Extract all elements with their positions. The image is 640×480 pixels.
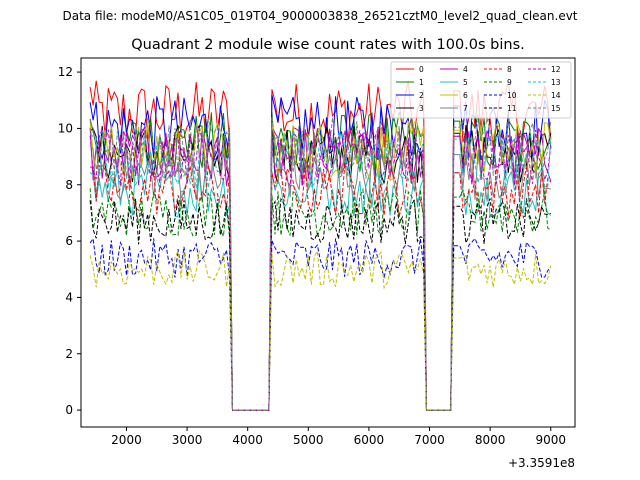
y-axis: 0 2 4 6 8 10 12: [58, 65, 81, 417]
series-line-10: [89, 237, 552, 411]
legend-label-4: 4: [463, 65, 468, 74]
chart-title: Quadrant 2 module wise count rates with …: [131, 37, 525, 53]
x-tick-label: 2000: [111, 433, 142, 447]
x-tick-label: 5000: [293, 433, 324, 447]
legend-label-14: 14: [551, 91, 561, 100]
legend-label-1: 1: [419, 78, 424, 87]
figure-suptitle: Data file: modeM0/AS1C05_019T04_90000038…: [62, 9, 577, 23]
legend-label-8: 8: [507, 65, 512, 74]
legend-label-2: 2: [419, 91, 424, 100]
y-tick-label: 4: [65, 290, 73, 304]
plot-area: [89, 80, 552, 411]
y-tick-label: 2: [65, 347, 73, 361]
legend-box: [390, 61, 572, 119]
y-tick-label: 8: [65, 178, 73, 192]
x-axis-offset-label: +3.3591e8: [508, 456, 575, 470]
legend-label-6: 6: [463, 91, 468, 100]
series-line-9: [89, 187, 552, 411]
series-line-11: [89, 197, 551, 411]
legend-label-5: 5: [463, 78, 468, 87]
legend-label-3: 3: [419, 104, 424, 113]
x-tick-label: 6000: [354, 433, 385, 447]
legend-label-13: 13: [551, 78, 561, 87]
x-tick-label: 4000: [232, 433, 263, 447]
series-line-15: [89, 116, 552, 411]
x-tick-label: 3000: [172, 433, 203, 447]
legend-label-10: 10: [507, 91, 517, 100]
x-axis: 2000 3000 4000 5000 6000 7000 8000 9000: [111, 427, 566, 447]
x-tick-label: 8000: [475, 433, 506, 447]
y-tick-label: 0: [65, 403, 73, 417]
legend-label-12: 12: [551, 65, 561, 74]
series-line-7: [89, 145, 551, 411]
legend-label-9: 9: [507, 78, 512, 87]
y-tick-label: 10: [58, 121, 73, 135]
y-tick-label: 6: [65, 234, 73, 248]
axes-frame: [80, 57, 576, 428]
legend-label-15: 15: [551, 104, 561, 113]
series-line-6: [89, 120, 552, 411]
series-line-1: [89, 111, 551, 411]
x-tick-label: 9000: [535, 433, 566, 447]
series-line-12: [89, 127, 552, 411]
legend-label-7: 7: [463, 104, 468, 113]
x-tick-label: 7000: [414, 433, 445, 447]
series-line-13: [89, 130, 552, 411]
series-line-8: [90, 164, 552, 411]
legend-label-0: 0: [419, 65, 424, 74]
y-tick-label: 12: [58, 65, 73, 79]
series-line-14: [89, 249, 552, 411]
legend-label-11: 11: [507, 104, 517, 113]
